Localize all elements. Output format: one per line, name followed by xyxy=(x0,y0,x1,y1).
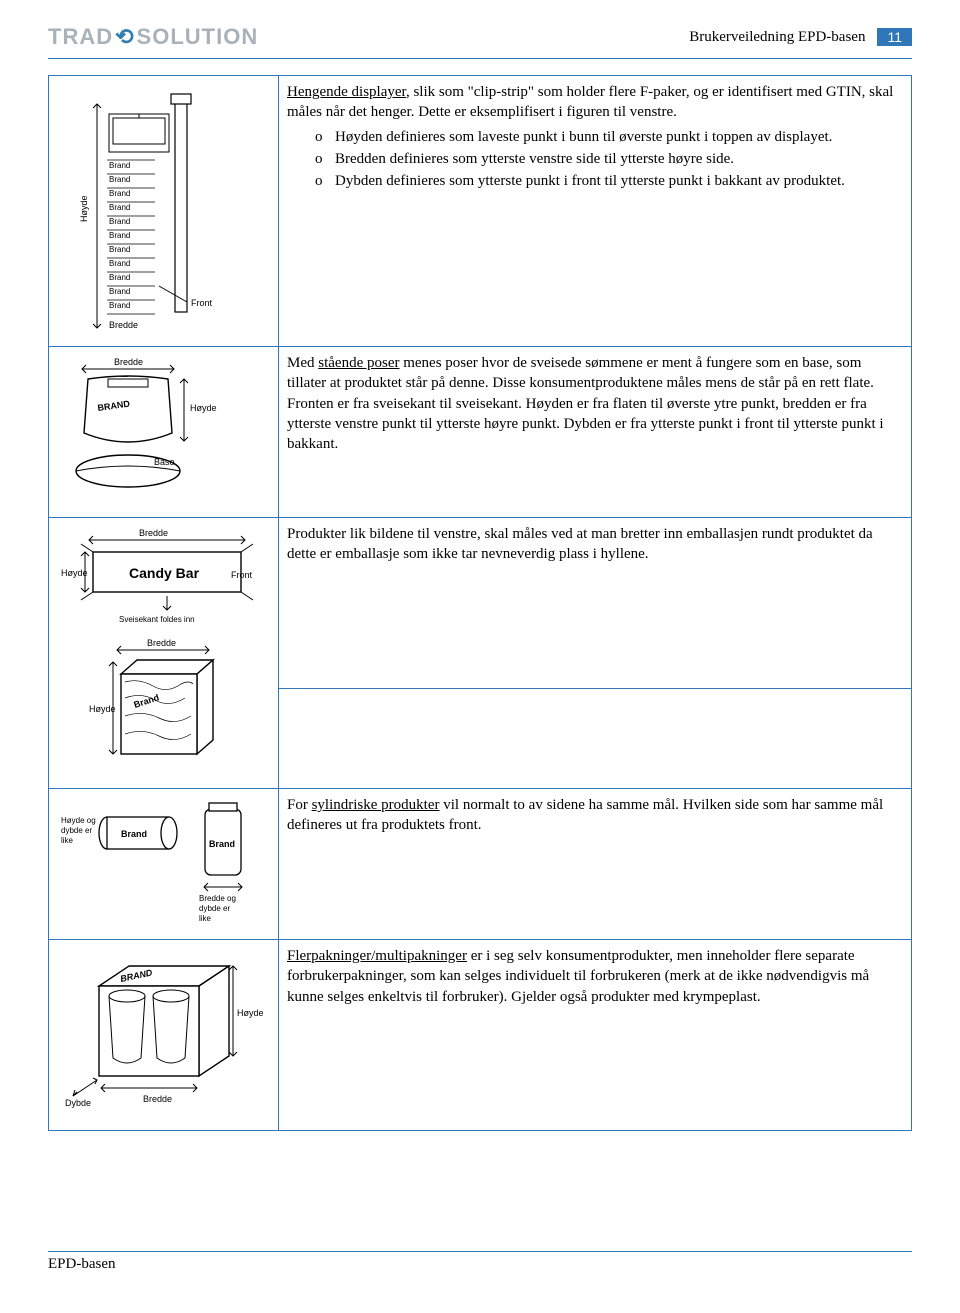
page-number-badge: 11 xyxy=(877,28,912,46)
logo: TRAD⟲SOLUTION xyxy=(48,24,258,50)
text-multipack: Flerpakninger/multipakninger er i seg se… xyxy=(279,940,912,1131)
svg-text:Høyde: Høyde xyxy=(237,1008,264,1018)
svg-text:Sveisekant foldes inn: Sveisekant foldes inn xyxy=(119,615,195,624)
page-header: TRAD⟲SOLUTION Brukerveiledning EPD-basen… xyxy=(48,24,912,50)
lead-term: Flerpakninger/multipakninger xyxy=(287,948,467,964)
illustration-candy-and-cube: Bredde Høyde Candy Bar Front Sveisekant … xyxy=(49,518,279,789)
svg-text:Brand: Brand xyxy=(109,189,130,198)
svg-text:dybde er: dybde er xyxy=(199,904,230,913)
svg-text:Brand: Brand xyxy=(109,175,130,184)
svg-text:Bredde: Bredde xyxy=(147,638,176,648)
table-row: Høyde og dybde er like Brand Brand Bredd… xyxy=(49,789,912,940)
table-row: Høyde Brand Brand xyxy=(49,76,912,347)
lead-prefix: For xyxy=(287,797,312,813)
svg-text:Bredde: Bredde xyxy=(109,320,138,330)
svg-text:Høyde: Høyde xyxy=(190,403,217,413)
svg-text:Dybde: Dybde xyxy=(65,1098,91,1108)
text-candy-bar: Produkter lik bildene til venstre, skal … xyxy=(279,518,912,689)
header-right: Brukerveiledning EPD-basen 11 xyxy=(689,28,912,46)
svg-text:Brand: Brand xyxy=(109,287,130,296)
svg-text:like: like xyxy=(61,836,74,845)
svg-text:Brand: Brand xyxy=(109,273,130,282)
footer-divider xyxy=(48,1251,912,1252)
svg-text:Bredde: Bredde xyxy=(143,1094,172,1104)
page-footer: EPD-basen xyxy=(48,1251,912,1273)
table-row: Bredde BRAND Høyde Base Med stående pose… xyxy=(49,347,912,518)
logo-text-right: SOLUTION xyxy=(137,24,259,50)
svg-text:Candy Bar: Candy Bar xyxy=(129,565,200,581)
bullet-item: Bredden definieres som ytterste venstre … xyxy=(315,149,903,169)
svg-text:dybde er: dybde er xyxy=(61,826,92,835)
table-row: BRAND Høyde Bredde Dybde Flerpakninger/m… xyxy=(49,940,912,1131)
svg-text:Høyde og: Høyde og xyxy=(61,816,96,825)
empty-cell xyxy=(279,689,912,789)
logo-text-left: TRAD xyxy=(48,24,113,50)
illustration-cylindrical: Høyde og dybde er like Brand Brand Bredd… xyxy=(49,789,279,940)
svg-text:Brand: Brand xyxy=(109,161,130,170)
bullet-item: Høyden definieres som laveste punkt i bu… xyxy=(315,127,903,147)
svg-text:Front: Front xyxy=(191,298,213,308)
svg-text:Bredde og: Bredde og xyxy=(199,894,236,903)
svg-text:Front: Front xyxy=(231,570,253,580)
logo-mark-icon: ⟲ xyxy=(115,24,134,50)
svg-text:Brand: Brand xyxy=(109,217,130,226)
svg-text:like: like xyxy=(199,914,212,923)
lead-prefix: Med xyxy=(287,355,318,371)
svg-text:Brand: Brand xyxy=(121,829,147,839)
table-row: Bredde Høyde Candy Bar Front Sveisekant … xyxy=(49,518,912,689)
svg-text:Høyde: Høyde xyxy=(61,568,88,578)
svg-text:Høyde: Høyde xyxy=(79,195,89,222)
svg-text:Brand: Brand xyxy=(209,839,235,849)
body-text: Produkter lik bildene til venstre, skal … xyxy=(287,526,873,562)
text-standing-pouch: Med stående poser menes poser hvor de sv… xyxy=(279,347,912,518)
lead-term: stående poser xyxy=(318,355,399,371)
text-hanging-display: Hengende displayer, slik som "clip-strip… xyxy=(279,76,912,347)
svg-text:Høyde: Høyde xyxy=(89,704,116,714)
svg-text:Brand: Brand xyxy=(109,301,130,310)
content-table: Høyde Brand Brand xyxy=(48,75,912,1131)
svg-text:Bredde: Bredde xyxy=(114,357,143,367)
illustration-standing-pouch: Bredde BRAND Høyde Base xyxy=(49,347,279,518)
lead-term: Hengende displayer xyxy=(287,84,406,100)
svg-text:Brand: Brand xyxy=(109,259,130,268)
illustration-hanging-display: Høyde Brand Brand xyxy=(49,76,279,347)
lead-term: sylindriske produkter xyxy=(312,797,440,813)
svg-text:Brand: Brand xyxy=(109,231,130,240)
svg-text:Brand: Brand xyxy=(109,245,130,254)
svg-text:Bredde: Bredde xyxy=(139,528,168,538)
bullet-item: Dybden definieres som ytterste punkt i f… xyxy=(315,171,903,191)
text-cylindrical: For sylindriske produkter vil normalt to… xyxy=(279,789,912,940)
svg-text:Brand: Brand xyxy=(109,203,130,212)
doc-title: Brukerveiledning EPD-basen xyxy=(689,29,865,46)
footer-text: EPD-basen xyxy=(48,1256,912,1273)
header-divider xyxy=(48,58,912,59)
illustration-multipack: BRAND Høyde Bredde Dybde xyxy=(49,940,279,1131)
bullet-list: Høyden definieres som laveste punkt i bu… xyxy=(287,127,903,192)
svg-text:Base: Base xyxy=(154,457,175,467)
